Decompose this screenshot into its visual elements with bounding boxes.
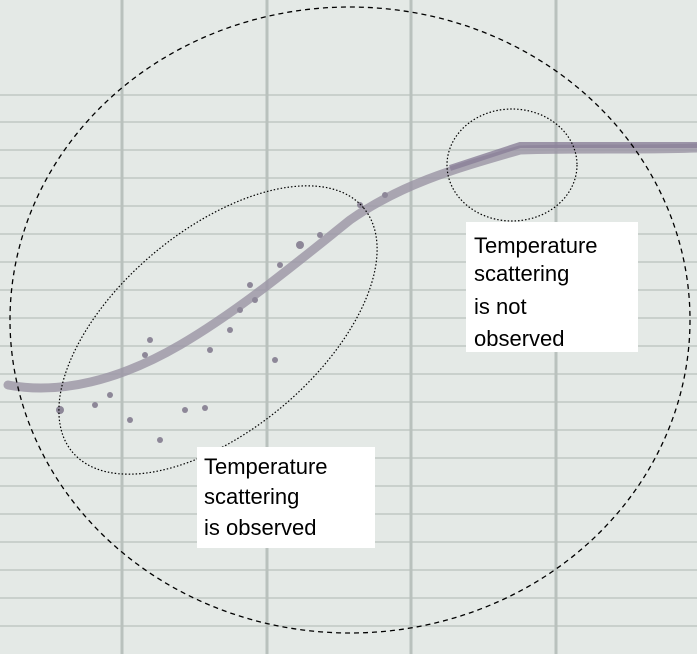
- recorder-trace: [3, 142, 697, 443]
- outer-dashed-circle: [9, 6, 691, 634]
- annotation-line: Temperature: [474, 233, 598, 258]
- stable-region-ellipse: [446, 108, 578, 222]
- annotation-box: [466, 222, 638, 352]
- annotation-line: observed: [474, 326, 565, 351]
- scatter-region-ellipse: [58, 185, 378, 475]
- annotation-box: [197, 447, 375, 548]
- annotation-line: scattering: [204, 484, 299, 509]
- annotation-line: is not: [474, 294, 527, 319]
- annotation-line: Temperature: [204, 454, 328, 479]
- annotation-line: is observed: [204, 515, 317, 540]
- annotation-line: scattering: [474, 261, 569, 286]
